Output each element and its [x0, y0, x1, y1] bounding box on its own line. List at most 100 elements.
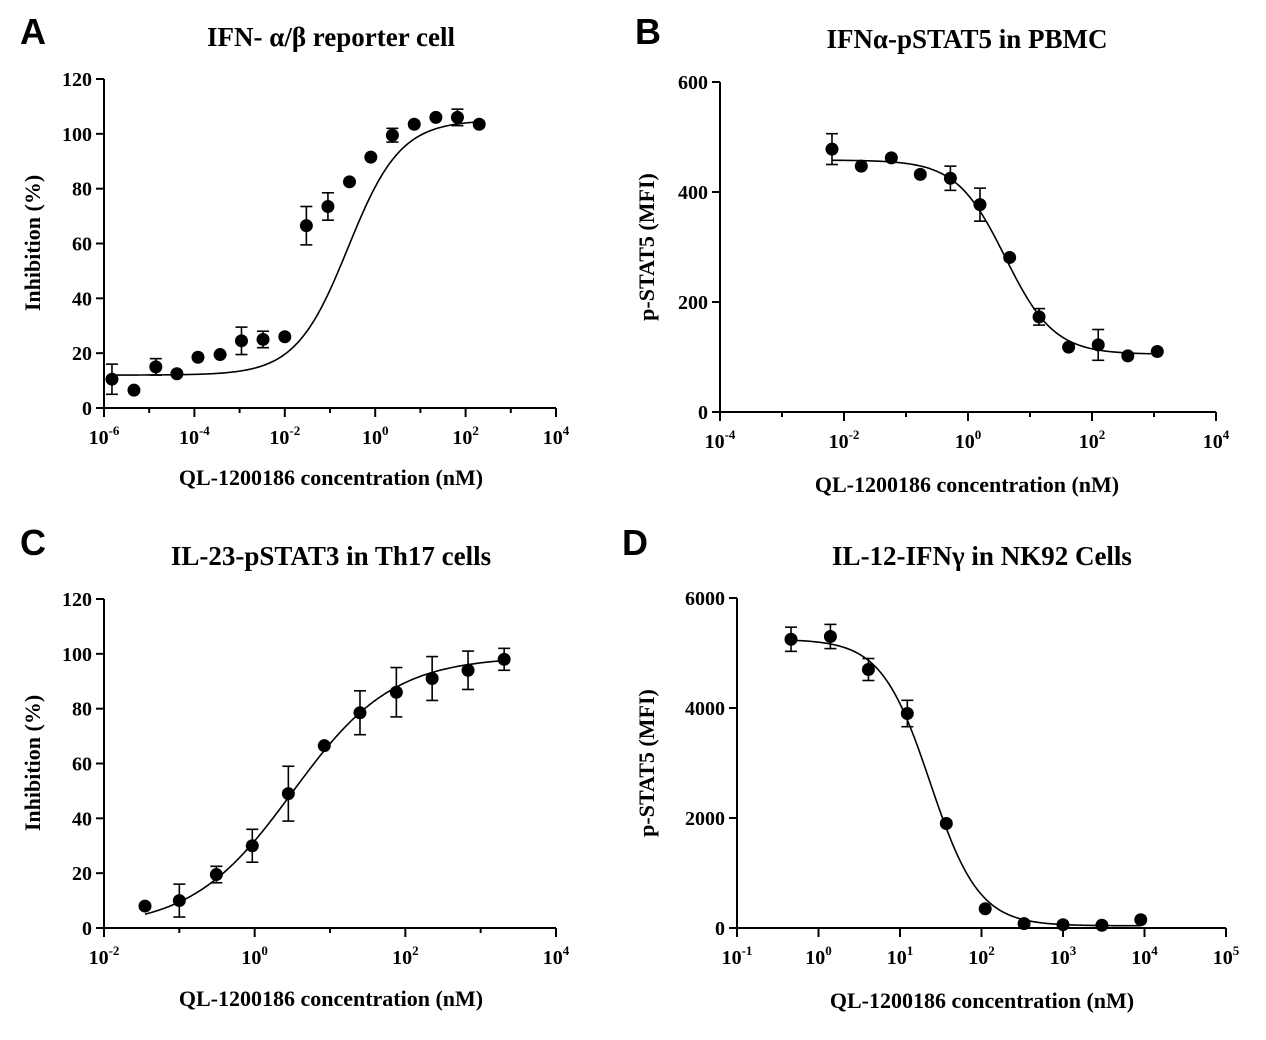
panel-a-data-point	[149, 360, 163, 374]
panel-c-data-point	[461, 663, 475, 677]
panel-a-letter: A	[20, 11, 46, 52]
panel-c-plot-area: 0 20 40 60 80 100 120 10-2 100 102 104	[62, 589, 570, 969]
panel-b-x-tick-label: 10-4	[705, 427, 736, 453]
panel-d-x-tick-label: 100	[805, 943, 832, 969]
panel-a-data-point	[213, 348, 227, 362]
panel-d-plot-area: 0 2000 4000 6000 10-1 100 101 102 103 104 105	[685, 588, 1240, 969]
panel-d-y-tick-label: 6000	[685, 588, 725, 610]
panel-b-data-point	[913, 167, 927, 181]
panel-c-y-tick-label: 120	[62, 589, 92, 611]
panel-d-x-tick-label: 102	[968, 943, 995, 969]
panel-a-data-point	[450, 110, 464, 124]
panel-a-y-tick-label: 40	[72, 288, 92, 310]
panel-c-x-axis-label: QL-1200186 concentration (nM)	[179, 986, 483, 1011]
panel-a-data-point	[278, 330, 292, 344]
panel-d-letter: D	[622, 522, 648, 563]
panel-c-y-tick-label: 100	[62, 644, 92, 666]
panel-d: D IL-12-IFNγ in NK92 Cells QL-1200186 co…	[622, 522, 1240, 1013]
panel-c-y-tick-label: 60	[72, 754, 92, 776]
panel-b-data-point	[1003, 250, 1017, 264]
panel-d-data-point	[1056, 918, 1070, 932]
panel-d-fit-curve	[790, 639, 1141, 927]
panel-d-data-point	[1017, 917, 1031, 931]
panel-b-letter: B	[635, 11, 661, 52]
panel-b-data-point	[1150, 345, 1164, 358]
panel-a-data-point	[127, 383, 141, 397]
panel-c-x-tick-label: 102	[392, 943, 419, 969]
panel-a-x-tick-label: 102	[452, 423, 479, 449]
panel-a-plot-area: 0 20 40 60 80 100 120 10-6 10-4 10-2 100 102 104	[62, 69, 570, 449]
panel-b-title: IFNα-pSTAT5 in PBMC	[826, 24, 1107, 54]
panel-d-y-tick-label: 0	[715, 918, 725, 940]
panel-b-data-point	[1062, 340, 1076, 354]
panel-d-data-point	[1134, 913, 1148, 927]
panel-b-plot-area: 0 200 400 600 10-4 10-2 100 102 104	[678, 72, 1230, 453]
panel-a-y-tick-label: 0	[82, 398, 92, 420]
panel-c-letter: C	[20, 522, 46, 563]
panel-a-data-point	[321, 199, 335, 213]
panel-c-x-tick-label: 10-2	[89, 943, 120, 969]
panel-c-y-tick-label: 0	[82, 918, 92, 940]
panel-b-x-tick-label: 100	[955, 427, 982, 453]
panel-b-data-point	[854, 159, 868, 173]
panel-a-x-axis-label: QL-1200186 concentration (nM)	[179, 465, 483, 490]
panel-c-data-point	[209, 868, 223, 882]
panel-d-x-axis-label: QL-1200186 concentration (nM)	[830, 988, 1134, 1013]
panel-a-data-point	[170, 367, 184, 381]
panel-d-x-tick-label: 105	[1213, 943, 1240, 969]
panel-d-y-axis-label: p-STAT5 (MFI)	[634, 689, 659, 837]
panel-a-data-point	[364, 150, 378, 164]
panel-d-data-point	[861, 663, 875, 676]
panel-b-data-point	[1121, 349, 1135, 363]
panel-a-x-tick-label: 104	[543, 423, 570, 449]
panel-a: A IFN- α/β reporter cell QL-1200186 conc…	[20, 11, 570, 490]
panel-c-data-point	[172, 894, 186, 908]
panel-a-y-tick-label: 80	[72, 179, 92, 201]
panel-b: B IFNα-pSTAT5 in PBMC QL-1200186 concent…	[634, 11, 1230, 497]
panel-b-data-point	[943, 171, 957, 185]
panel-d-x-tick-label: 101	[887, 943, 914, 969]
panel-b-data-point	[1032, 310, 1046, 324]
panel-a-data-point	[256, 332, 270, 346]
panel-d-data-point	[978, 902, 992, 916]
panel-a-data-point	[385, 128, 399, 142]
panel-b-y-axis-label: p-STAT5 (MFI)	[634, 173, 659, 321]
panel-c-data-point	[245, 839, 259, 853]
panel-c-data-point	[389, 685, 403, 699]
panel-a-y-tick-label: 120	[62, 69, 92, 91]
panel-a-y-axis-label: Inhibition (%)	[20, 175, 45, 311]
panel-b-x-tick-label: 104	[1203, 427, 1230, 453]
panel-c-data-point	[281, 787, 295, 801]
panel-c-title: IL-23-pSTAT3 in Th17 cells	[171, 541, 491, 571]
panel-a-y-tick-label: 60	[72, 234, 92, 256]
panel-c-data-point	[353, 706, 367, 720]
panel-b-x-tick-label: 102	[1079, 427, 1106, 453]
panel-c-data-point	[497, 652, 511, 666]
panel-b-data-point	[825, 142, 839, 156]
panel-b-x-tick-label: 10-2	[829, 427, 860, 453]
panel-b-y-tick-label: 0	[698, 402, 708, 424]
panel-b-data-point	[973, 198, 987, 212]
panel-d-data-point	[939, 817, 953, 830]
panel-c-x-tick-label: 104	[543, 943, 570, 969]
panel-a-x-tick-label: 10-2	[269, 423, 300, 449]
panel-c-y-tick-label: 40	[72, 808, 92, 830]
panel-d-x-tick-label: 104	[1131, 943, 1158, 969]
panel-a-data-point	[234, 334, 248, 348]
panel-a-data-point	[191, 350, 205, 364]
panel-b-y-tick-label: 200	[678, 292, 708, 314]
panel-a-y-tick-label: 100	[62, 124, 92, 146]
panel-d-data-point	[1095, 918, 1109, 932]
panel-a-data-point	[407, 117, 421, 131]
panel-d-data-point	[823, 630, 837, 643]
panel-a-data-point	[105, 372, 119, 386]
panel-d-y-tick-label: 2000	[685, 808, 725, 830]
panel-a-data-point	[299, 219, 313, 233]
panel-b-data-point	[884, 151, 898, 165]
panel-a-x-tick-label: 10-6	[89, 423, 120, 449]
panel-d-data-point	[900, 707, 914, 720]
panel-d-data-point	[784, 632, 798, 646]
panel-d-x-tick-label: 10-1	[722, 943, 753, 969]
panel-a-data-point	[429, 110, 443, 124]
panel-a-x-tick-label: 10-4	[179, 423, 210, 449]
